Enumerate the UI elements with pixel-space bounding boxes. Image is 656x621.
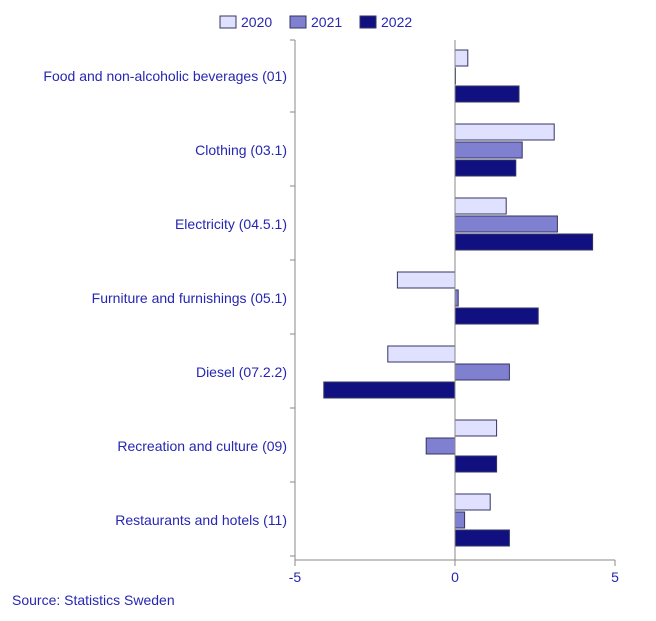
category-label: Electricity (04.5.1) xyxy=(175,216,287,232)
legend-swatch-2021 xyxy=(290,16,306,28)
category-label: Restaurants and hotels (11) xyxy=(115,512,287,528)
bar xyxy=(455,198,506,214)
legend-swatch-2022 xyxy=(360,16,376,28)
bar xyxy=(455,512,465,528)
bar xyxy=(455,456,497,472)
x-tick-label: -5 xyxy=(289,569,302,585)
legend-swatch-2020 xyxy=(220,16,236,28)
category-label: Clothing (03.1) xyxy=(195,142,287,158)
category-label: Food and non-alcoholic beverages (01) xyxy=(43,68,287,84)
x-tick-label: 5 xyxy=(611,569,619,585)
source-label: Source: Statistics Sweden xyxy=(12,592,175,608)
legend-label-2020: 2020 xyxy=(241,14,272,30)
bar xyxy=(455,494,490,510)
category-label: Furniture and furnishings (05.1) xyxy=(92,290,287,306)
bar xyxy=(426,438,455,454)
bar xyxy=(455,216,557,232)
bar xyxy=(455,86,519,102)
bar xyxy=(455,308,538,324)
bar xyxy=(388,346,455,362)
grouped-bar-chart: 2020 2021 2022 Food and non-alcoholic bever… xyxy=(0,0,656,621)
bar xyxy=(455,420,497,436)
bar xyxy=(455,160,516,176)
x-tick-label: 0 xyxy=(451,569,459,585)
category-label: Recreation and culture (09) xyxy=(117,438,287,454)
category-label: Diesel (07.2.2) xyxy=(196,364,287,380)
legend-label-2021: 2021 xyxy=(311,14,342,30)
legend-label-2022: 2022 xyxy=(381,14,412,30)
bar xyxy=(455,234,593,250)
bar xyxy=(455,142,522,158)
bar xyxy=(455,530,509,546)
bar xyxy=(455,124,554,140)
bar xyxy=(397,272,455,288)
bar xyxy=(455,364,509,380)
bar xyxy=(324,382,455,398)
bar xyxy=(455,50,468,66)
